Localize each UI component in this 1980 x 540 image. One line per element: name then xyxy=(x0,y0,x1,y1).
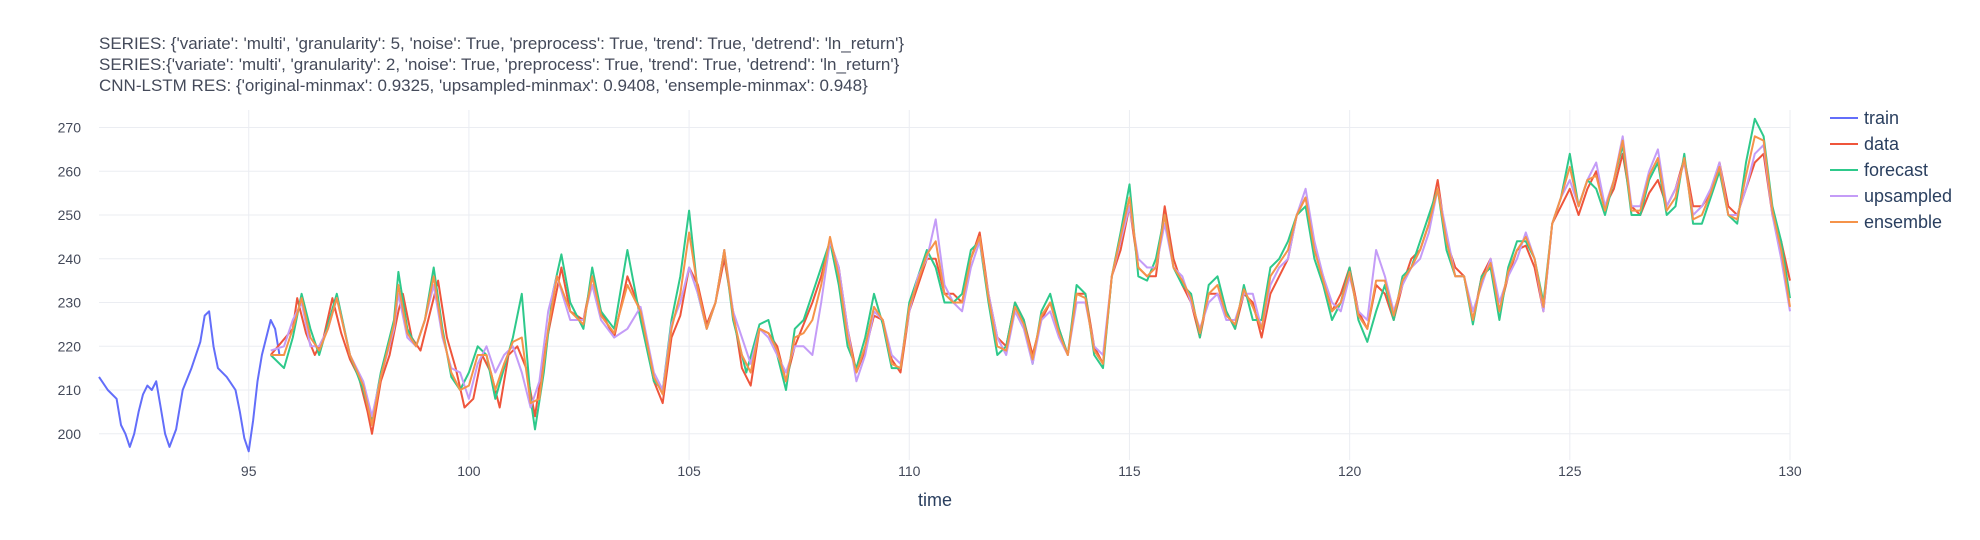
legend[interactable]: train data forecast upsampled ensemble xyxy=(1830,108,1952,232)
legend-label-forecast[interactable]: forecast xyxy=(1864,160,1928,180)
x-tick-label: 110 xyxy=(898,463,921,479)
series-lines xyxy=(98,117,1791,453)
y-tick-label: 200 xyxy=(58,426,82,442)
axis-ticks: 200 210 220 230 240 250 260 270 95 100 105 110 115 12… xyxy=(58,120,1802,480)
x-tick-label: 120 xyxy=(1338,463,1362,479)
x-tick-label: 105 xyxy=(677,463,701,479)
series-line-train xyxy=(98,310,281,453)
grid xyxy=(99,110,1791,460)
y-tick-label: 240 xyxy=(58,251,82,267)
y-tick-label: 220 xyxy=(58,338,82,354)
y-tick-label: 270 xyxy=(58,120,82,136)
chart-title-line-3: CNN-LSTM RES: {'original-minmax': 0.9325… xyxy=(99,76,868,95)
x-tick-label: 130 xyxy=(1778,463,1802,479)
x-axis-title: time xyxy=(918,490,952,510)
y-tick-label: 230 xyxy=(58,295,82,311)
x-tick-label: 95 xyxy=(241,463,257,479)
x-tick-label: 100 xyxy=(457,463,481,479)
y-tick-label: 260 xyxy=(58,163,82,179)
chart-title-line-1: SERIES: {'variate': 'multi', 'granularit… xyxy=(99,34,905,53)
y-tick-label: 250 xyxy=(58,207,82,223)
legend-label-train[interactable]: train xyxy=(1864,108,1899,128)
x-tick-label: 115 xyxy=(1118,463,1141,479)
chart-title-line-2: SERIES:{'variate': 'multi', 'granularity… xyxy=(99,55,900,74)
series-line-ensemble xyxy=(270,135,1791,426)
legend-label-ensemble[interactable]: ensemble xyxy=(1864,212,1942,232)
x-tick-label: 125 xyxy=(1558,463,1582,479)
legend-label-data[interactable]: data xyxy=(1864,134,1900,154)
legend-label-upsampled[interactable]: upsampled xyxy=(1864,186,1952,206)
y-tick-label: 210 xyxy=(58,382,82,398)
series-line-upsampled xyxy=(270,135,1791,418)
